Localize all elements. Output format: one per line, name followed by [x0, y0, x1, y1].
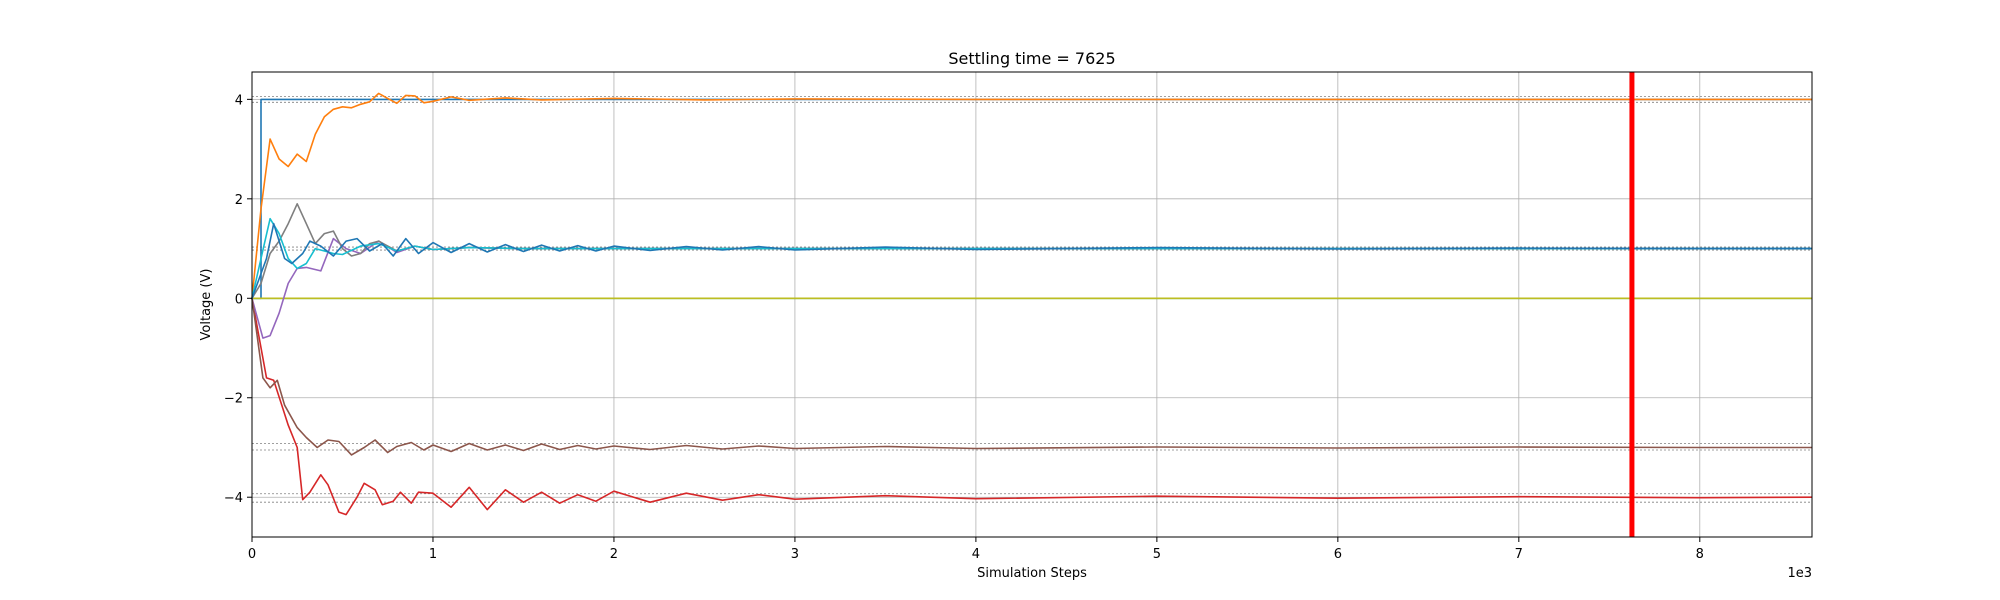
plot-frame: [251, 71, 1813, 538]
x-axis-offset-label: 1e3: [1787, 566, 1812, 581]
series-line: [251, 217, 1812, 299]
x-tick-label: 3: [791, 547, 799, 562]
x-axis-ticks: 0 1 2 3 4 5 6 7 8: [248, 537, 1704, 562]
x-tick-label: 1: [429, 547, 437, 562]
y-tick-label: −2: [224, 392, 243, 407]
x-tick-label: 8: [1696, 547, 1704, 562]
y-axis-ticks: −4 −2 0 2 4: [224, 93, 252, 506]
series-line: [251, 92, 1812, 299]
series-line: [251, 222, 1812, 299]
x-tick-label: 0: [248, 547, 256, 562]
y-tick-label: 4: [235, 93, 243, 108]
series-line: [251, 298, 1812, 456]
y-tick-label: 0: [235, 292, 243, 307]
y-tick-label: −4: [224, 491, 243, 506]
x-axis-label: Simulation Steps: [977, 566, 1087, 581]
y-tick-label: 2: [235, 193, 243, 208]
x-tick-label: 2: [610, 547, 618, 562]
x-tick-label: 6: [1334, 547, 1342, 562]
x-tick-label: 4: [972, 547, 980, 562]
series-line: [251, 298, 1813, 516]
x-tick-label: 7: [1515, 547, 1523, 562]
series-lines: [251, 92, 1813, 516]
y-axis-label: Voltage (V): [199, 269, 214, 341]
chart-title: Settling time = 7625: [948, 49, 1115, 68]
x-tick-label: 5: [1153, 547, 1161, 562]
